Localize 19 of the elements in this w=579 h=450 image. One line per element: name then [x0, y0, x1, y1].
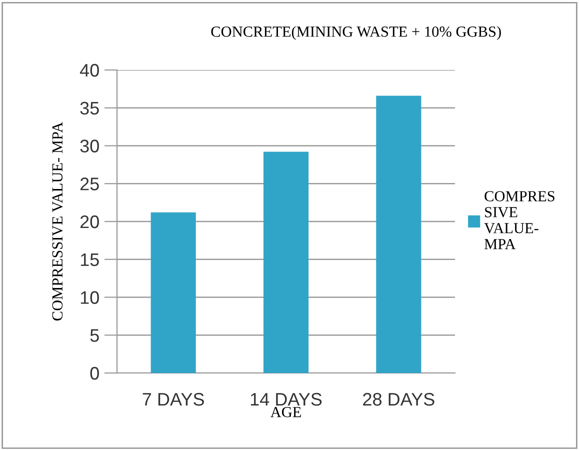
y-tick-label: 10 — [80, 291, 99, 304]
y-tick-label: 15 — [80, 253, 99, 266]
chart-title: CONCRETE(MINING WASTE + 10% GGBS) — [211, 26, 501, 40]
y-tick-label: 25 — [80, 178, 99, 190]
y-tick-label: 0 — [90, 366, 99, 380]
x-tick-label: 14 DAYS — [250, 392, 322, 406]
y-axis-title: COMPRESSIVE VALUE- MPA — [52, 122, 63, 320]
y-tick-label: 35 — [80, 102, 99, 115]
x-axis-title: AGE — [270, 406, 301, 418]
x-tick-label: 28 DAYS — [363, 392, 434, 406]
y-tick-label: 5 — [90, 329, 99, 342]
bar — [150, 212, 196, 373]
y-tick-label: 30 — [80, 140, 99, 152]
legend-label: COMPRES SIVE VALUE- MPA — [484, 191, 554, 250]
bar — [263, 152, 309, 373]
y-tick-label: 20 — [80, 215, 99, 228]
x-tick-label: 7 DAYS — [142, 392, 204, 406]
bar — [376, 96, 422, 373]
y-tick-label: 40 — [80, 64, 99, 77]
